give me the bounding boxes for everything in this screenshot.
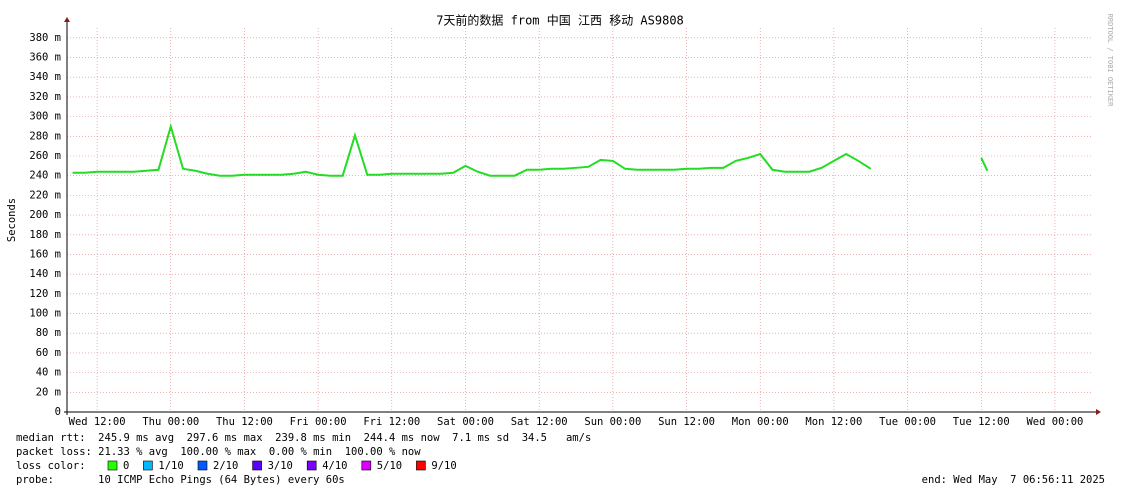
loss-color-label: 2/10 [213, 460, 238, 472]
x-tick-label: Thu 12:00 [216, 416, 273, 428]
loss-color-swatch [197, 460, 208, 471]
x-tick-label: Tue 00:00 [879, 416, 936, 428]
median-rtt: median rtt: 245.9 ms avg 297.6 ms max 23… [16, 432, 591, 444]
x-tick-label: Fri 12:00 [363, 416, 420, 428]
loss-color-swatch [361, 460, 372, 471]
y-tick-label: 180 m [29, 229, 61, 241]
loss-color-label: 5/10 [377, 460, 402, 472]
loss-color-label: 0 [123, 460, 129, 472]
axis-arrow [64, 17, 70, 22]
axis-arrow [1096, 409, 1101, 415]
y-tick-label: 220 m [29, 189, 61, 201]
x-tick-label: Thu 00:00 [142, 416, 199, 428]
y-tick-label: 60 m [36, 347, 61, 359]
y-tick-label: 240 m [29, 170, 61, 182]
y-tick-label: 40 m [36, 367, 61, 379]
x-tick-label: Wed 00:00 [1026, 416, 1083, 428]
x-tick-label: Mon 00:00 [732, 416, 789, 428]
loss-color-swatch [252, 460, 262, 471]
y-tick-label: 160 m [29, 248, 61, 260]
y-tick-label: 20 m [36, 386, 61, 398]
x-tick-label: Wed 12:00 [69, 416, 126, 428]
y-tick-label: 300 m [29, 111, 61, 123]
y-tick-label: 80 m [36, 327, 61, 339]
packet-loss: packet loss: 21.33 % avg 100.00 % max 0.… [16, 446, 421, 458]
y-tick-label: 200 m [29, 209, 61, 221]
y-tick-label: 140 m [29, 268, 61, 280]
loss-color-swatch [107, 460, 118, 471]
median-line [980, 157, 989, 172]
end-time: end: Wed May 7 06:56:11 2025 [922, 474, 1105, 486]
loss-color-swatch [416, 460, 426, 471]
x-tick-label: Sun 12:00 [658, 416, 715, 428]
y-tick-label: 320 m [29, 91, 61, 103]
y-tick-label: 380 m [29, 32, 61, 44]
x-tick-label: Fri 00:00 [290, 416, 347, 428]
watermark: RRDTOOL / TOBI OETIKER [1106, 14, 1114, 108]
y-tick-label: 360 m [29, 52, 61, 64]
x-tick-label: Mon 12:00 [805, 416, 862, 428]
loss-color-label: 9/10 [431, 460, 456, 472]
x-tick-label: Sat 00:00 [437, 416, 494, 428]
chart-title: 7天前的数据 from 中国 江西 移动 AS9808 [436, 13, 684, 28]
x-tick-label: Sun 00:00 [584, 416, 641, 428]
loss-color-label: 4/10 [322, 460, 347, 472]
loss-color-swatch [306, 460, 317, 471]
x-tick-label: Tue 12:00 [953, 416, 1010, 428]
y-tick-label: 120 m [29, 288, 61, 300]
y-tick-label: 280 m [29, 130, 61, 142]
loss-color-label: loss color: [16, 460, 86, 472]
y-axis-label: Seconds [6, 198, 18, 242]
y-tick-label: 340 m [29, 71, 61, 83]
probe: probe: 10 ICMP Echo Pings (64 Bytes) eve… [16, 474, 345, 486]
y-tick-label: 260 m [29, 150, 61, 162]
y-tick-label: 100 m [29, 308, 61, 320]
loss-color-swatch [143, 460, 153, 471]
loss-color-label: 1/10 [158, 460, 183, 472]
y-tick-label: 0 [55, 406, 61, 418]
x-tick-label: Sat 12:00 [511, 416, 568, 428]
median-line [72, 122, 872, 177]
loss-color-label: 3/10 [268, 460, 293, 472]
